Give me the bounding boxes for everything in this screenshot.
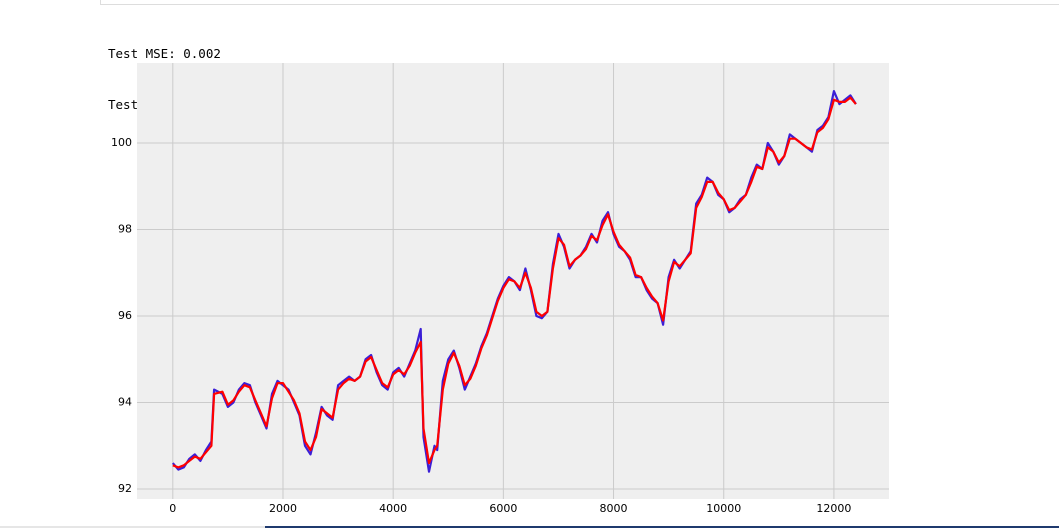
mse-line: Test MSE: 0.002	[108, 46, 221, 61]
x-tick-label: 4000	[379, 502, 407, 515]
series-line	[172, 96, 857, 469]
y-tick-label: 92	[118, 482, 132, 495]
y-tick-label: 96	[118, 309, 132, 322]
x-tick-label: 12000	[816, 502, 851, 515]
top-border	[100, 0, 1059, 5]
x-tick-label: 10000	[706, 502, 741, 515]
y-tick-label: 94	[118, 396, 132, 409]
y-tick-label: 100	[111, 136, 132, 149]
x-tick-label: 8000	[600, 502, 628, 515]
x-tick-label: 0	[169, 502, 176, 515]
x-tick-label: 6000	[489, 502, 517, 515]
y-tick-label: 98	[118, 223, 132, 236]
x-tick-label: 2000	[269, 502, 297, 515]
